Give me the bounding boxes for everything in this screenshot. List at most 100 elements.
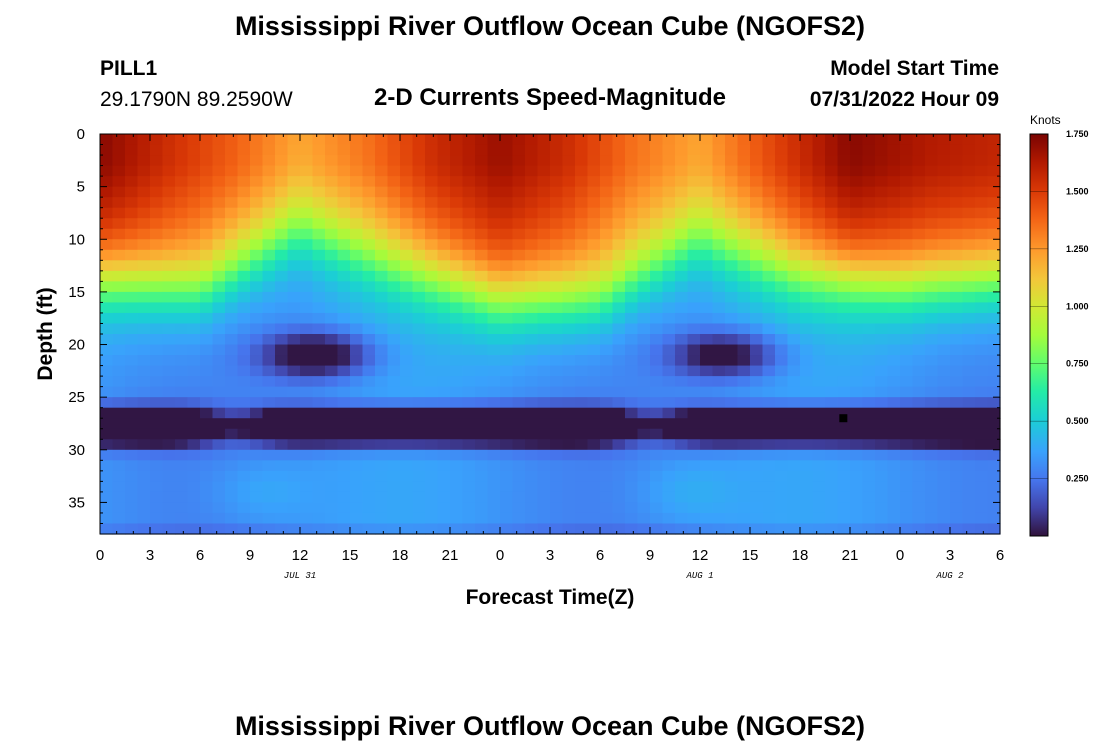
heatmap-cell — [350, 344, 364, 356]
heatmap-cell — [450, 334, 464, 346]
heatmap-cell — [112, 155, 126, 167]
heatmap-cell — [725, 291, 739, 304]
heatmap-cell — [537, 302, 551, 314]
heatmap-cell — [412, 355, 426, 367]
heatmap-cell — [562, 334, 576, 346]
heatmap-cell — [575, 376, 589, 388]
heatmap-cell — [325, 344, 339, 356]
heatmap-cell — [912, 302, 926, 314]
heatmap-cell — [175, 376, 189, 388]
heatmap-cell — [800, 176, 814, 188]
heatmap-cell — [937, 144, 951, 156]
heatmap-cell — [787, 134, 801, 146]
heatmap-cell — [300, 291, 314, 304]
heatmap-cell — [800, 144, 814, 156]
heatmap-cell — [562, 281, 576, 293]
heatmap-cell — [787, 228, 801, 240]
heatmap-cell — [937, 355, 951, 367]
heatmap-cell — [387, 239, 401, 251]
heatmap-cell — [862, 260, 876, 272]
heatmap-cell — [625, 186, 639, 198]
heatmap-cell — [775, 312, 789, 325]
heatmap-cell — [212, 323, 226, 335]
heatmap-cell — [700, 186, 714, 198]
heatmap-cell — [212, 523, 226, 535]
heatmap-cell — [862, 502, 876, 514]
heatmap-cell — [800, 460, 814, 472]
heatmap-cell — [312, 155, 326, 167]
heatmap-cell — [275, 323, 289, 335]
heatmap-cell — [625, 207, 639, 219]
heatmap-cell — [675, 460, 689, 472]
heatmap-cell — [300, 481, 314, 493]
heatmap-cell — [687, 344, 701, 356]
heatmap-cell — [712, 197, 726, 209]
heatmap-cell — [837, 176, 851, 188]
heatmap-cell — [937, 186, 951, 198]
heatmap-cell — [762, 428, 776, 440]
heatmap-cell — [687, 502, 701, 514]
heatmap-cell — [125, 481, 139, 493]
heatmap-cell — [300, 523, 314, 535]
heatmap-cell — [450, 502, 464, 514]
heatmap-cell — [462, 439, 476, 451]
heatmap-cell — [412, 144, 426, 156]
heatmap-cell — [200, 281, 214, 293]
heatmap-cell — [587, 365, 601, 377]
heatmap-cell — [612, 218, 626, 230]
heatmap-cell — [300, 176, 314, 188]
heatmap-cell — [362, 281, 376, 293]
heatmap-cell — [275, 512, 289, 525]
heatmap-cell — [475, 165, 489, 177]
heatmap-cell — [562, 407, 576, 419]
heatmap-cell — [650, 302, 664, 314]
heatmap-cell — [725, 502, 739, 514]
heatmap-cell — [512, 470, 526, 482]
heatmap-cell — [700, 134, 714, 146]
heatmap-cell — [400, 344, 414, 356]
heatmap-cell — [362, 302, 376, 314]
heatmap-cell — [150, 470, 164, 482]
heatmap-cell — [775, 407, 789, 419]
heatmap-cell — [112, 176, 126, 188]
heatmap-cell — [512, 355, 526, 367]
heatmap-cell — [325, 365, 339, 377]
heatmap-cell — [200, 291, 214, 304]
heatmap-cell — [800, 218, 814, 230]
heatmap-cell — [825, 449, 839, 461]
heatmap-cell — [575, 144, 589, 156]
heatmap-cell — [325, 249, 339, 261]
heatmap-cell — [962, 523, 976, 535]
heatmap-cell — [687, 134, 701, 146]
heatmap-cell — [612, 397, 626, 409]
heatmap-cell — [875, 344, 889, 356]
heatmap-cell — [812, 491, 826, 504]
heatmap-cell — [750, 218, 764, 230]
heatmap-cell — [412, 134, 426, 146]
heatmap-cell — [975, 291, 989, 304]
heatmap-cell — [687, 365, 701, 377]
heatmap-cell — [450, 270, 464, 282]
heatmap-cell — [912, 512, 926, 525]
heatmap-cell — [925, 302, 939, 314]
heatmap-cell — [525, 302, 539, 314]
heatmap-cell — [687, 439, 701, 451]
heatmap-cell — [725, 418, 739, 430]
heatmap-cell — [375, 312, 389, 325]
heatmap-cell — [375, 207, 389, 219]
heatmap-cell — [750, 418, 764, 430]
heatmap-cell — [775, 260, 789, 272]
heatmap-cell — [812, 144, 826, 156]
heatmap-cell — [450, 260, 464, 272]
heatmap-cell — [462, 365, 476, 377]
heatmap-cell — [237, 491, 251, 504]
heatmap-cell — [175, 291, 189, 304]
heatmap-cell — [787, 502, 801, 514]
heatmap-cell — [225, 239, 239, 251]
heatmap-cell — [662, 439, 676, 451]
heatmap-cell — [850, 186, 864, 198]
heatmap-cell — [912, 376, 926, 388]
heatmap-cell — [625, 134, 639, 146]
heatmap-cell — [200, 312, 214, 325]
